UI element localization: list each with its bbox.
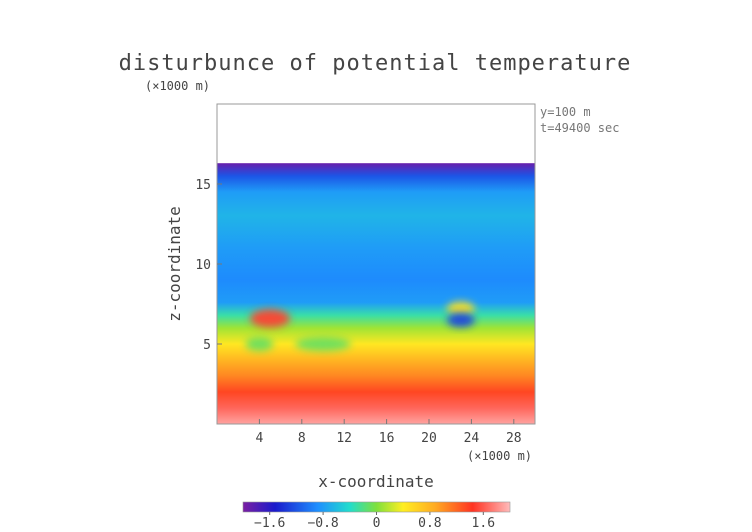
annotation-y: y=100 m xyxy=(540,105,591,119)
colorbar-tick-label-3: 0.8 xyxy=(418,516,441,531)
feature-3 xyxy=(295,337,351,351)
y-unit-label: (×1000 m) xyxy=(145,79,210,93)
colorbar-ticks: −1.6 −0.8 0 0.8 1.6 xyxy=(254,512,495,531)
y-tick-label-1: 10 xyxy=(195,258,211,273)
annotation-t: t=49400 sec xyxy=(540,121,619,135)
colorbar-gradient xyxy=(242,501,511,513)
x-unit-label: (×1000 m) xyxy=(467,449,532,463)
field-gradient xyxy=(217,163,535,424)
feature-4 xyxy=(245,337,274,351)
x-tick-label-2: 12 xyxy=(336,431,352,446)
colorbar: −1.6 −0.8 0 0.8 1.6 xyxy=(242,501,511,531)
y-tick-label-0: 5 xyxy=(203,338,211,353)
x-axis-title: x-coordinate xyxy=(318,472,434,491)
y-tick-label-2: 15 xyxy=(195,178,211,193)
x-tick-label-1: 8 xyxy=(298,431,306,446)
x-tick-label-6: 28 xyxy=(506,431,522,446)
x-tick-label-3: 16 xyxy=(379,431,395,446)
x-axis: 4 8 12 16 20 24 28 xyxy=(255,419,522,446)
x-tick-label-0: 4 xyxy=(255,431,263,446)
feature-1 xyxy=(446,301,475,316)
y-axis-title: z-coordinate xyxy=(165,206,184,322)
feature-0 xyxy=(250,309,290,328)
chart-title: disturbunce of potential temperature xyxy=(119,51,632,76)
features-layer xyxy=(245,301,475,351)
colorbar-tick-label-0: −1.6 xyxy=(254,516,285,531)
plot-area xyxy=(217,163,535,424)
annotations: y=100 m t=49400 sec xyxy=(540,105,619,135)
x-tick-label-5: 24 xyxy=(464,431,480,446)
colorbar-tick-label-2: 0 xyxy=(373,516,381,531)
feature-2 xyxy=(446,313,475,327)
colorbar-tick-label-4: 1.6 xyxy=(472,516,495,531)
colorbar-tick-label-1: −0.8 xyxy=(307,516,338,531)
x-tick-label-4: 20 xyxy=(421,431,437,446)
y-axis: 5 10 15 xyxy=(195,178,222,353)
